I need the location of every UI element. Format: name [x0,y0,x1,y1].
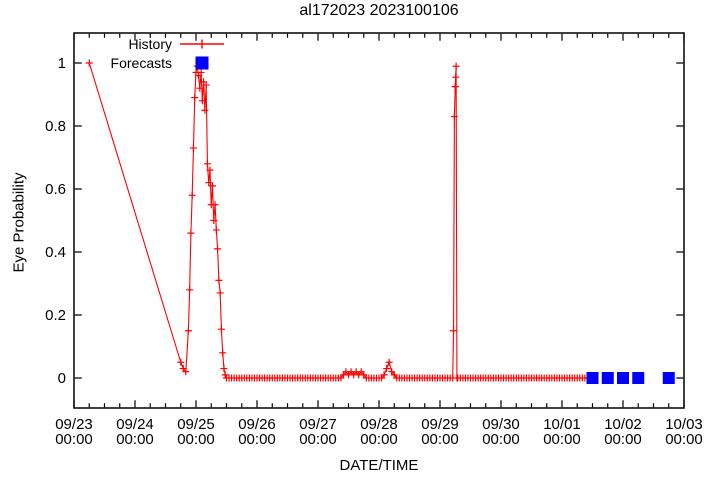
history-sample-icon [180,39,224,49]
svg-text:09/27: 09/27 [299,416,337,433]
x-axis-ticks [73,33,685,408]
svg-text:10/03: 10/03 [665,416,703,433]
svg-text:09/30: 09/30 [482,416,520,433]
legend: History Forecasts [0,36,225,74]
legend-history-label: History [128,36,172,52]
x-tick-labels: 09/2300:0009/2400:0009/2500:0009/2600:00… [55,416,703,448]
svg-text:00:00: 00:00 [55,431,93,448]
svg-text:09/24: 09/24 [116,416,154,433]
y-axis-ticks [74,62,684,379]
svg-text:0.6: 0.6 [45,181,66,198]
legend-forecasts-label: Forecasts [110,55,172,71]
svg-text:00:00: 00:00 [482,431,520,448]
svg-text:00:00: 00:00 [360,431,398,448]
svg-text:00:00: 00:00 [604,431,642,448]
svg-text:09/29: 09/29 [421,416,459,433]
svg-text:00:00: 00:00 [421,431,459,448]
chart-title: al172023 2023100106 [299,2,459,19]
x-axis-title: DATE/TIME [339,457,419,474]
svg-text:00:00: 00:00 [238,431,276,448]
svg-text:09/25: 09/25 [177,416,215,433]
y-tick-labels: 0 0.2 0.4 0.6 0.8 1 [45,55,66,387]
svg-text:0.4: 0.4 [45,244,66,261]
legend-history-row: History [0,36,225,52]
legend-forecasts-row: Forecasts [0,55,225,71]
svg-text:00:00: 00:00 [299,431,337,448]
forecast-sample-icon [195,56,209,70]
svg-text:1: 1 [58,55,66,72]
svg-text:09/28: 09/28 [360,416,398,433]
svg-text:00:00: 00:00 [665,431,703,448]
plot-border [73,32,685,409]
svg-text:10/01: 10/01 [543,416,581,433]
history-series [85,59,589,382]
svg-text:0.2: 0.2 [45,307,66,324]
svg-text:0: 0 [58,370,66,387]
svg-text:09/23: 09/23 [55,416,93,433]
svg-text:0.8: 0.8 [45,118,66,135]
forecast-series [586,372,675,384]
svg-text:00:00: 00:00 [177,431,215,448]
svg-text:10/02: 10/02 [604,416,642,433]
svg-text:00:00: 00:00 [116,431,154,448]
svg-text:00:00: 00:00 [543,431,581,448]
svg-text:09/26: 09/26 [238,416,276,433]
